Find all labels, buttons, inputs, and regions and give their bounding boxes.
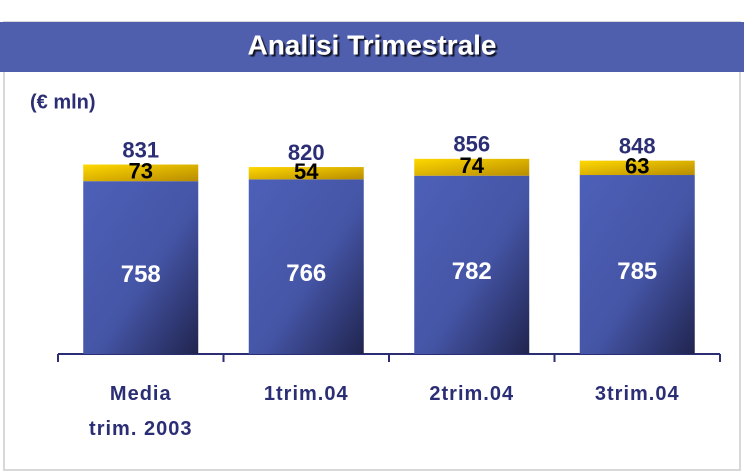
segment-label: 766 (286, 260, 326, 287)
subtitle: (€ mln) (30, 91, 96, 113)
bar-segment (579, 175, 695, 354)
x-tick-label: 3trim.04 (594, 383, 680, 405)
bar-segment (414, 158, 530, 176)
segment-label: 63 (625, 154, 649, 179)
title-bar (0, 22, 744, 72)
segment-label: 73 (129, 159, 153, 184)
segment-label: 74 (460, 153, 485, 178)
segment-label: 782 (452, 258, 492, 285)
bar-segment (248, 167, 364, 180)
x-tick-label: 2trim.04 (429, 383, 515, 405)
segment-label: 54 (294, 159, 319, 184)
bar-segment (414, 175, 530, 354)
chart-title: Analisi Trimestrale (247, 29, 496, 60)
bar-segment (248, 179, 364, 354)
x-tick-label: 1trim.04 (263, 383, 349, 405)
x-tick-label: Media trim. 2003 (89, 383, 193, 440)
total-label: 820 (288, 140, 325, 165)
segment-label: 785 (617, 258, 657, 285)
bar-segment (83, 164, 199, 182)
total-label: 848 (619, 133, 656, 158)
total-label: 856 (453, 132, 490, 157)
segment-label: 758 (121, 261, 161, 288)
bar-segment (83, 181, 199, 354)
bar-segment (579, 160, 695, 176)
total-label: 831 (122, 137, 159, 162)
